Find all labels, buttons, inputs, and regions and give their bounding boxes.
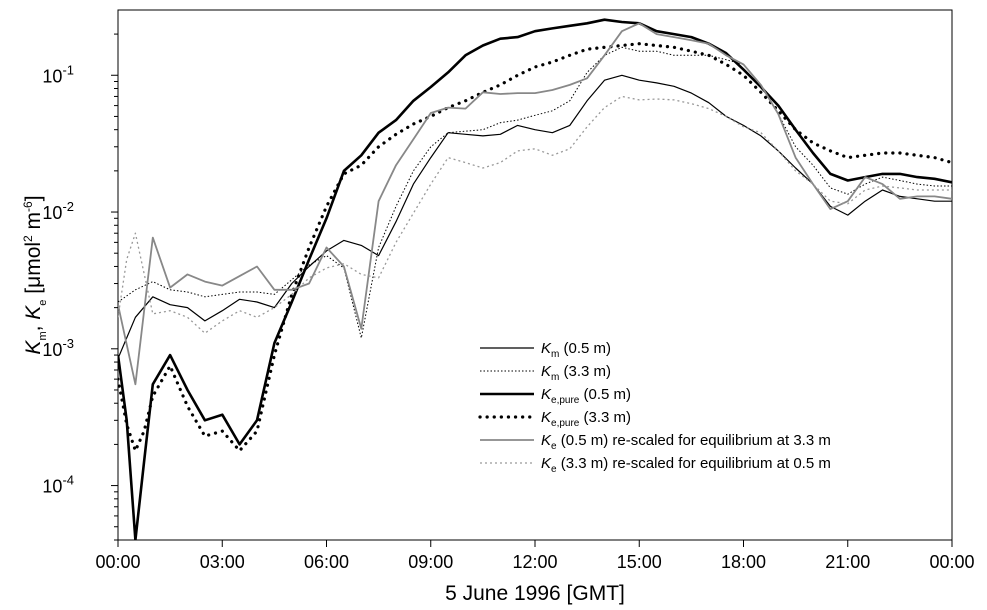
- y-tick-base: 10: [42, 66, 62, 86]
- legend-label: Km (3.3 m): [541, 363, 611, 383]
- legend-subscript: e,pure: [551, 418, 580, 429]
- y-axis-title: Km, Ke [μmol2 m-6]: [21, 195, 49, 354]
- y-axis-title-unit-pre: [μmol: [22, 242, 45, 300]
- legend-label: Km (0.5 m): [541, 340, 611, 360]
- y-tick-label: 10-3: [42, 336, 74, 360]
- y-tick-exponent: -2: [62, 199, 74, 214]
- y-tick-base: 10: [42, 203, 62, 223]
- series-line: [118, 18, 952, 540]
- legend-label: Ke (0.5 m) re-scaled for equilibrium at …: [541, 432, 831, 452]
- y-tick-label: 10-4: [42, 473, 74, 497]
- legend-label: Ke,pure (3.3 m): [541, 409, 631, 429]
- legend-text-rest: (0.5 m): [559, 340, 611, 357]
- y-axis-title-unit-sup2: -6: [21, 201, 35, 212]
- legend-text-rest: (0.5 m): [579, 386, 631, 403]
- y-axis-title-unit-sup1: 2: [21, 235, 35, 242]
- legend-subscript: e: [551, 464, 557, 475]
- series-layer: [118, 18, 952, 540]
- y-axis: 10-410-310-210-1: [42, 33, 118, 541]
- x-tick-label: 00:00: [929, 552, 974, 572]
- series-line: [118, 22, 952, 386]
- legend: Km (0.5 m)Km (3.3 m)Ke,pure (0.5 m)Ke,pu…: [478, 340, 831, 475]
- x-axis-title: 5 June 1996 [GMT]: [445, 582, 625, 605]
- legend-subscript: m: [551, 372, 559, 383]
- y-axis-title-sub2: e: [37, 300, 49, 306]
- x-tick-label: 06:00: [304, 552, 349, 572]
- legend-subscript: e: [551, 441, 557, 452]
- y-tick-base: 10: [42, 477, 62, 497]
- y-tick-exponent: -1: [62, 62, 74, 77]
- legend-text-rest: (3.3 m) re-scaled for equilibrium at 0.5…: [557, 455, 831, 472]
- legend-subscript: m: [551, 349, 559, 360]
- legend-text-rest: (3.3 m): [579, 409, 631, 426]
- x-tick-label: 00:00: [95, 552, 140, 572]
- x-tick-label: 15:00: [617, 552, 662, 572]
- legend-symbol: K: [541, 432, 552, 449]
- y-axis-title-k2: K: [22, 305, 45, 320]
- x-tick-label: 21:00: [825, 552, 870, 572]
- legend-symbol: K: [541, 340, 552, 357]
- legend-label: Ke (3.3 m) re-scaled for equilibrium at …: [541, 455, 831, 475]
- x-axis: 00:00 03:00 06:00 09:00 12:00 15:00 18:00 21:00…: [95, 540, 975, 572]
- legend-symbol: K: [541, 363, 552, 380]
- y-axis-title-sub1: m: [37, 331, 49, 340]
- series-line: [118, 46, 952, 339]
- y-tick-exponent: -4: [62, 473, 74, 488]
- y-axis-title-unit-post: ]: [22, 195, 45, 201]
- y-tick-base: 10: [42, 340, 62, 360]
- legend-text-rest: (3.3 m): [559, 363, 611, 380]
- x-tick-label: 18:00: [721, 552, 766, 572]
- y-axis-title-k1: K: [22, 340, 45, 355]
- x-tick-label: 09:00: [408, 552, 453, 572]
- y-tick-label: 10-1: [42, 62, 74, 86]
- legend-symbol: K: [541, 409, 552, 426]
- legend-subscript: e,pure: [551, 395, 580, 406]
- y-axis-title-sep: ,: [22, 320, 45, 332]
- y-tick-exponent: -3: [62, 336, 74, 351]
- y-tick-label: 10-2: [42, 199, 74, 223]
- series-line: [118, 42, 952, 453]
- legend-symbol: K: [541, 386, 552, 403]
- legend-symbol: K: [541, 455, 552, 472]
- x-tick-label: 12:00: [512, 552, 557, 572]
- y-axis-title-unit-mid: m: [22, 212, 45, 235]
- legend-label: Ke,pure (0.5 m): [541, 386, 631, 406]
- x-tick-label: 03:00: [200, 552, 245, 572]
- legend-text-rest: (0.5 m) re-scaled for equilibrium at 3.3…: [557, 432, 831, 449]
